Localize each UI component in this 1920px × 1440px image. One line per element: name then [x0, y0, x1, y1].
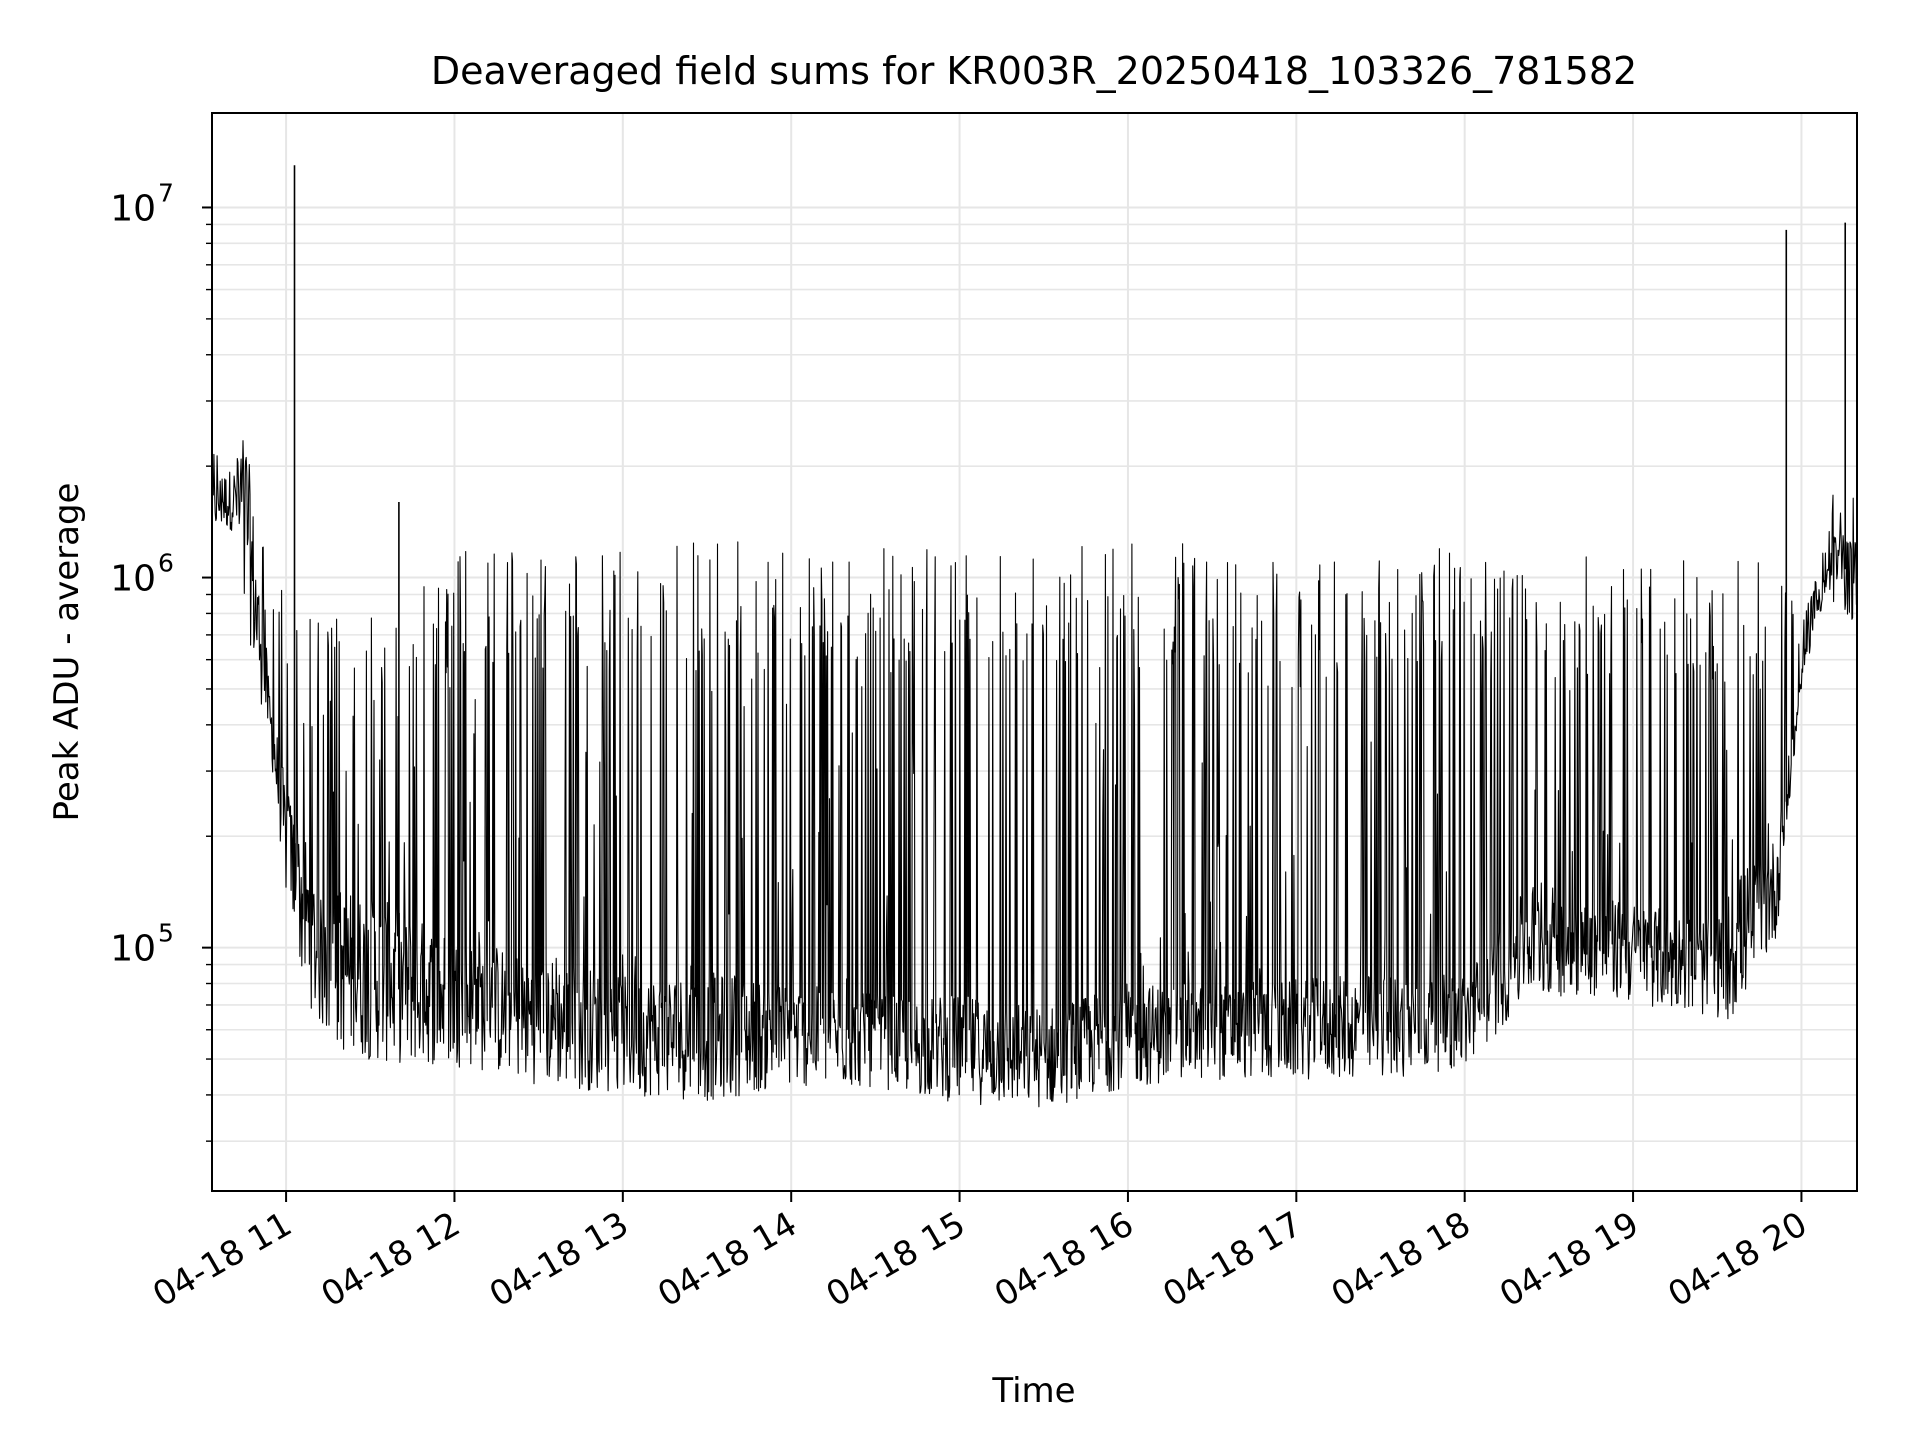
- x-axis-label: Time: [991, 1371, 1075, 1411]
- y-tick-label-exponent: 7: [158, 178, 174, 207]
- series-line-path: [211, 440, 1858, 1108]
- chart-title: Deaveraged field sums for KR003R_2025041…: [431, 49, 1637, 93]
- plot-area-frame: [211, 112, 1858, 1192]
- data-series-line: [211, 165, 1858, 1108]
- y-tick-label-exponent: 5: [158, 919, 174, 948]
- y-tick-label-base: 10: [110, 188, 156, 229]
- y-tick-label-base: 10: [110, 559, 156, 600]
- y-tick-label-base: 10: [110, 929, 156, 970]
- y-axis-label: Peak ADU - average: [47, 483, 87, 822]
- y-tick-label-exponent: 6: [158, 549, 174, 578]
